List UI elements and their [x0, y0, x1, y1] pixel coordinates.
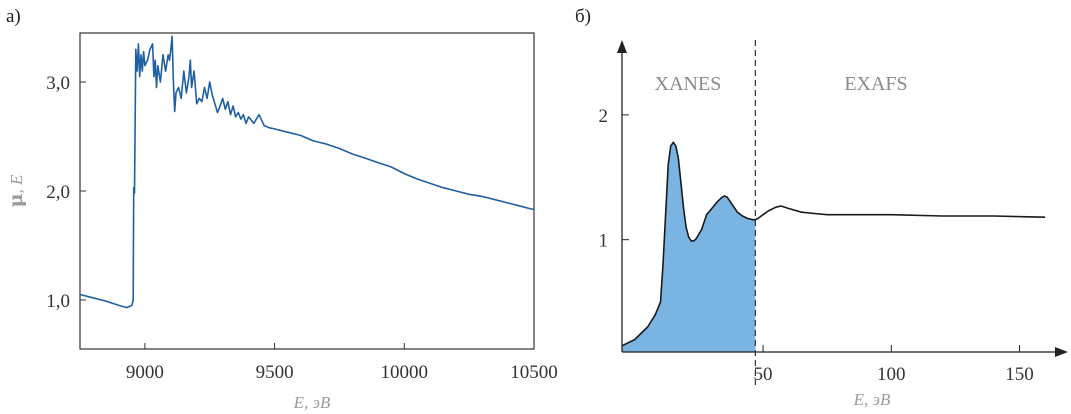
panel-a-y-tick-label: 2,0 — [46, 182, 70, 203]
panel-a-y-axis-rest: , E — [7, 174, 26, 194]
panel-a-x-tick-label: 9000 — [126, 362, 164, 383]
xanes-region-label: XANES — [655, 73, 722, 95]
panel-a-x-tick-label: 9500 — [256, 362, 294, 383]
panel-a-x-tick-label: 10000 — [381, 362, 429, 383]
panel-a-y-axis-title: μ, E — [5, 174, 27, 207]
panel-b-y-axis-arrow — [617, 40, 627, 53]
panel-b-x-axis-title: E, эВ — [853, 390, 891, 409]
panel-a-x-ticks: 9000 9500 10000 10500 — [126, 343, 558, 383]
panel-a-y-tick-label: 3,0 — [46, 73, 70, 94]
panel-a-y-ticks: 1,0 2,0 3,0 — [46, 73, 86, 312]
panel-b-x-tick-label: 50 — [754, 364, 773, 385]
panel-b: б) 50 100 150 12 XANES EXAFS E, эВ — [575, 6, 1068, 409]
panel-a-x-tick-label: 10500 — [510, 362, 558, 383]
panel-b-absorption-curve — [621, 141, 1046, 347]
panel-b-y-tick-label: 2 — [599, 106, 609, 127]
panel-a-x-axis-title: E, эВ — [293, 393, 331, 412]
panel-a-frame — [79, 32, 535, 350]
panel-b-x-ticks: 50 100 150 — [754, 345, 1034, 385]
panel-b-y-ticks: 12 — [599, 106, 629, 252]
panel-b-x-tick-label: 100 — [877, 364, 906, 385]
panel-a-label: а) — [6, 6, 21, 27]
panel-a: а) 9000 9500 10000 10500 1,0 2,0 3,0 E, эВ μ,… — [5, 6, 558, 412]
xanes-filled-area — [622, 142, 756, 352]
panel-b-x-tick-label: 150 — [1005, 364, 1034, 385]
panel-a-y-axis-symbol: μ — [5, 193, 27, 207]
panel-a-spectrum-line — [79, 35, 535, 309]
panel-b-y-tick-label: 1 — [599, 231, 609, 252]
exafs-region-label: EXAFS — [844, 73, 907, 95]
panel-a-y-tick-label: 1,0 — [46, 291, 70, 312]
panel-b-label: б) — [575, 6, 591, 27]
panel-b-x-axis-arrow — [1055, 347, 1068, 357]
